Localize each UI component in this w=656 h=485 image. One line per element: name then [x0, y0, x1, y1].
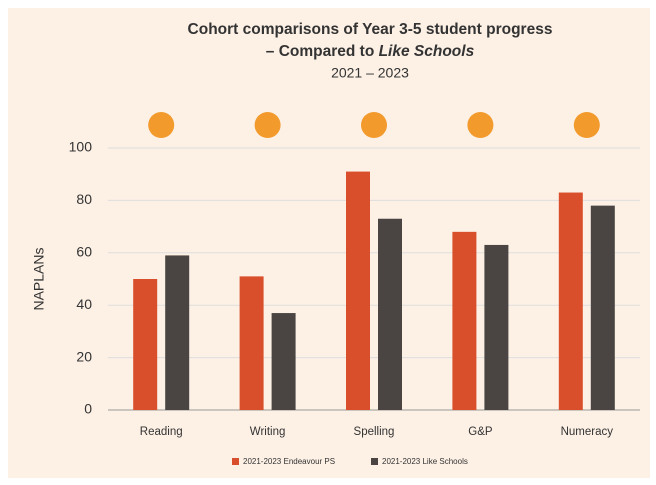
legend-swatch: [232, 458, 239, 465]
chart-title-line2: – Compared to Like Schools: [266, 43, 475, 60]
y-tick-label: 80: [76, 191, 92, 207]
bar: [484, 244, 509, 410]
bar: [239, 276, 264, 410]
bar: [346, 171, 370, 410]
y-axis-label: NAPLANs: [31, 247, 47, 310]
legend-label: 2021-2023 Like Schools: [382, 457, 468, 466]
y-tick-label: 40: [76, 296, 92, 312]
legend-label: 2021-2023 Endeavour PS: [243, 457, 335, 466]
category-icon: [573, 112, 600, 138]
y-tick-label: 20: [76, 348, 92, 364]
legend-swatch: [371, 458, 378, 465]
x-tick-label: G&P: [468, 426, 493, 438]
bar: [133, 279, 158, 410]
bar: [590, 205, 615, 410]
category-icon: [254, 112, 281, 138]
bar: [452, 231, 477, 410]
bar: [271, 313, 296, 410]
chart-title: Cohort comparisons of Year 3-5 student p…: [188, 21, 553, 38]
title-part: – Compared to: [266, 43, 375, 60]
x-tick-label: Writing: [250, 426, 286, 438]
x-tick-label: Reading: [140, 426, 183, 438]
category-icon: [361, 112, 387, 138]
title-italic: Like Schools: [379, 43, 475, 60]
panel: [8, 8, 650, 478]
bar: [378, 218, 402, 410]
x-tick-label: Spelling: [354, 426, 395, 438]
y-tick-label: 60: [76, 244, 92, 260]
y-tick-label: 0: [84, 401, 92, 417]
category-icon: [148, 112, 175, 138]
category-icon: [467, 112, 494, 138]
bar: [165, 255, 190, 410]
bar: [558, 192, 583, 410]
chart-subtitle: 2021 – 2023: [331, 65, 409, 81]
x-tick-label: Numeracy: [561, 426, 614, 438]
y-tick-label: 100: [69, 139, 93, 155]
